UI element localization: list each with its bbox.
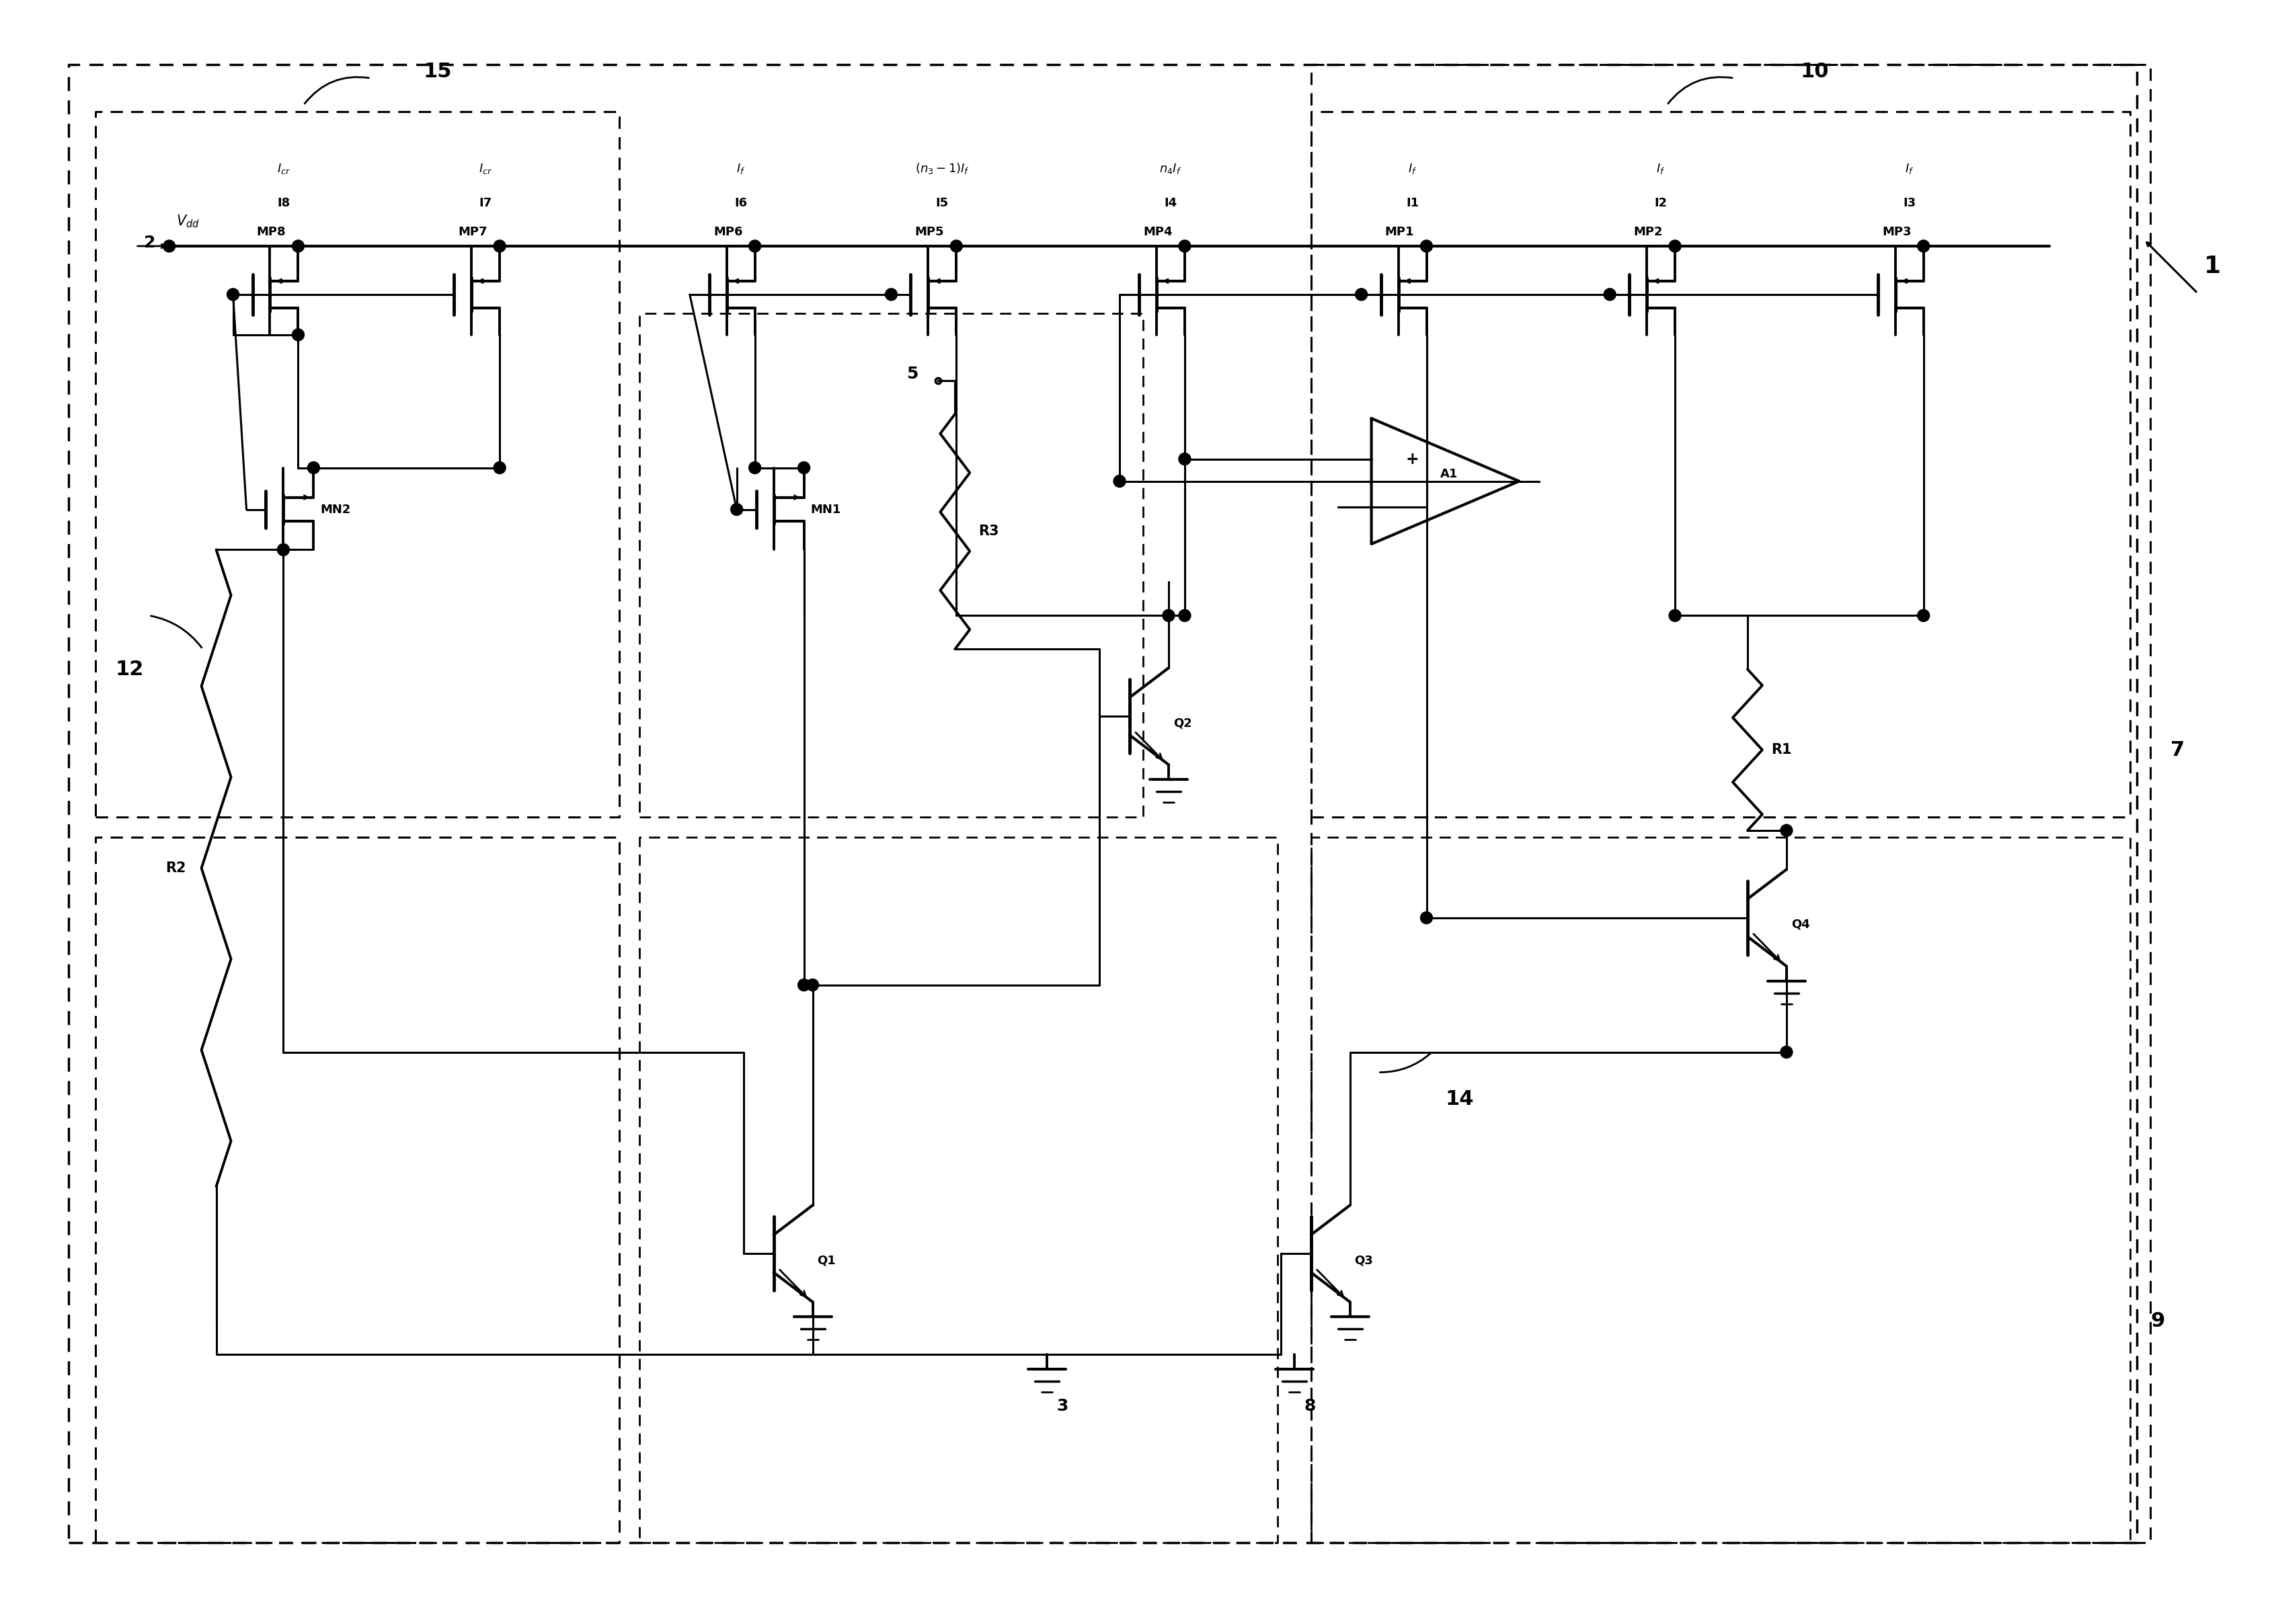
Circle shape [1421,911,1432,924]
Text: $n_4 I_f$: $n_4 I_f$ [1160,162,1183,175]
Text: Q2: Q2 [1174,716,1192,729]
Bar [1312,838,2129,1543]
Circle shape [749,461,760,474]
Circle shape [1780,1046,1793,1059]
Text: $-$: $-$ [1405,499,1419,515]
Circle shape [1355,289,1367,300]
Text: R1: R1 [1771,744,1791,757]
Bar [95,838,620,1543]
Bar [640,838,1278,1543]
Text: R3: R3 [978,525,999,538]
Text: MN2: MN2 [320,503,352,515]
Text: $I_f$: $I_f$ [1657,162,1666,175]
Text: $V_{dd}$: $V_{dd}$ [177,213,200,229]
Text: MP8: MP8 [257,226,286,239]
Circle shape [1178,453,1192,464]
Text: I4: I4 [1165,197,1178,209]
Text: 10: 10 [1800,62,1830,81]
Text: I5: I5 [935,197,949,209]
Text: I2: I2 [1655,197,1666,209]
Text: MP3: MP3 [1882,226,1911,239]
Text: 14: 14 [1446,1090,1473,1109]
Circle shape [493,461,506,474]
Bar [1312,65,2150,1543]
Circle shape [1162,609,1174,622]
Bar [640,313,1144,817]
Circle shape [293,328,304,341]
Circle shape [293,240,304,252]
Text: $I_f$: $I_f$ [1905,162,1914,175]
Text: $I_{cr}$: $I_{cr}$ [277,162,291,175]
Circle shape [797,461,810,474]
Circle shape [806,979,819,991]
Circle shape [227,289,238,300]
Text: I8: I8 [277,197,291,209]
Text: 12: 12 [116,659,143,679]
Text: 2: 2 [143,235,157,250]
Text: Q4: Q4 [1791,919,1809,931]
Text: 8: 8 [1305,1398,1317,1415]
Circle shape [731,503,742,515]
Circle shape [749,240,760,252]
Text: MP5: MP5 [915,226,944,239]
Circle shape [1115,476,1126,487]
Text: $(n_3-1)I_f$: $(n_3-1)I_f$ [915,161,969,175]
Text: Q1: Q1 [817,1254,835,1267]
Text: A1: A1 [1439,468,1457,479]
Circle shape [885,289,897,300]
Text: R2: R2 [166,861,186,875]
Text: 1: 1 [2204,255,2220,278]
Circle shape [1421,240,1432,252]
Text: 9: 9 [2150,1311,2166,1330]
Text: MP6: MP6 [713,226,742,239]
Bar [1312,112,2129,817]
Circle shape [163,240,175,252]
Circle shape [277,544,291,555]
Text: I3: I3 [1902,197,1916,209]
Circle shape [1178,240,1192,252]
Bar [95,112,620,817]
Text: 5: 5 [906,365,917,382]
Circle shape [306,461,320,474]
Text: $I_{cr}$: $I_{cr}$ [479,162,493,175]
Circle shape [797,979,810,991]
Text: I1: I1 [1405,197,1419,209]
Text: $I_f$: $I_f$ [735,162,745,175]
Text: I6: I6 [733,197,747,209]
Circle shape [1918,609,1930,622]
Text: I7: I7 [479,197,493,209]
Text: MP2: MP2 [1634,226,1662,239]
Text: MP4: MP4 [1144,226,1174,239]
Circle shape [1178,609,1192,622]
Circle shape [1605,289,1616,300]
Circle shape [1918,240,1930,252]
Text: $I_f$: $I_f$ [1407,162,1416,175]
Text: MP7: MP7 [459,226,488,239]
Circle shape [1668,240,1682,252]
Text: MP1: MP1 [1385,226,1414,239]
Text: 3: 3 [1058,1398,1069,1415]
Text: 7: 7 [2170,741,2184,760]
Circle shape [951,240,962,252]
Text: +: + [1405,451,1419,468]
Circle shape [1780,825,1793,836]
Circle shape [1668,609,1682,622]
Circle shape [493,240,506,252]
Text: Q3: Q3 [1355,1254,1373,1267]
Text: MN1: MN1 [810,503,842,515]
Text: 15: 15 [424,62,452,81]
